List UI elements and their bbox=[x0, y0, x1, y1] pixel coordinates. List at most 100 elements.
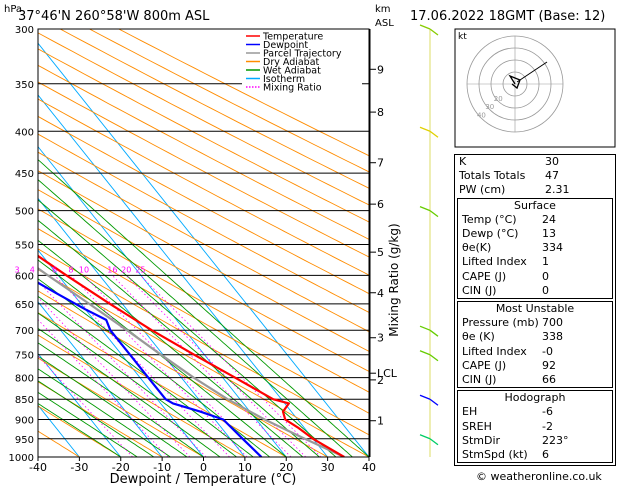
stat-row-totals: Totals Totals 47 bbox=[455, 169, 615, 183]
stat-row-pw: PW (cm) 2.31 bbox=[455, 183, 615, 197]
hodograph-ring-label: 40 bbox=[477, 112, 486, 120]
dewpoint-line bbox=[38, 281, 263, 457]
wind-barb bbox=[419, 325, 431, 331]
legend-label: Wet Adiabat bbox=[263, 66, 321, 77]
row-label: Lifted Index bbox=[462, 344, 527, 358]
stat-label: K bbox=[459, 155, 467, 168]
km-tick-label: 3 bbox=[377, 332, 384, 345]
wind-barb bbox=[429, 28, 439, 36]
temp-tick-label: -20 bbox=[112, 461, 130, 474]
wind-barb bbox=[419, 24, 431, 30]
legend-label: Dewpoint bbox=[263, 40, 308, 51]
km-tick-label: 6 bbox=[377, 198, 384, 211]
plot-border bbox=[37, 28, 370, 458]
hodograph-ring-label: 20 bbox=[494, 95, 503, 103]
dry-adiabat-line bbox=[118, 29, 369, 157]
wind-barb bbox=[429, 130, 439, 138]
wind-barb bbox=[419, 394, 431, 400]
row-label: θe(K) bbox=[462, 241, 492, 255]
isotherm-line bbox=[38, 94, 328, 457]
plot-area bbox=[38, 29, 369, 457]
mixing-ratio-label: 16 bbox=[107, 265, 117, 274]
row-value: 13 bbox=[542, 227, 556, 241]
datetime-title: 17.06.2022 18GMT (Base: 12) bbox=[410, 9, 605, 24]
parcel-trajectory-line bbox=[38, 267, 345, 457]
hodograph-box: Hodograph EH -6 SREH -2 StmDir 223° StmSpd … bbox=[457, 390, 613, 464]
wet-adiabat-line bbox=[38, 355, 188, 457]
isotherm-line bbox=[38, 301, 163, 457]
dry-adiabat-line bbox=[38, 405, 122, 457]
mixing-ratio-label: 3 bbox=[15, 265, 20, 274]
dry-adiabat-line bbox=[38, 357, 204, 457]
mu-row: Lifted Index -0 bbox=[458, 345, 612, 359]
pressure-tick-label: 450 bbox=[15, 169, 34, 180]
pressure-tick-label: 700 bbox=[15, 326, 34, 337]
stat-value: 2.31 bbox=[545, 183, 570, 197]
wet-adiabat-line bbox=[38, 312, 237, 457]
row-label: EH bbox=[462, 405, 478, 419]
pressure-tick-label: 350 bbox=[15, 80, 34, 91]
copyright-text: © weatheronline.co.uk bbox=[476, 470, 602, 483]
mixing-ratio-label: 6 bbox=[52, 265, 57, 274]
row-value: 0 bbox=[542, 269, 549, 283]
mixing-ratio-label: 20 bbox=[121, 265, 131, 274]
row-label: StmSpd (kt) bbox=[462, 448, 528, 462]
mixing-ratio-label: 4 bbox=[30, 265, 35, 274]
km-tick-label: 7 bbox=[377, 157, 384, 170]
x-axis-label: Dewpoint / Temperature (°C) bbox=[110, 472, 297, 486]
pressure-tick-label: 500 bbox=[15, 207, 34, 218]
wet-adiabat-line bbox=[38, 380, 155, 457]
dry-adiabat-line bbox=[89, 29, 369, 173]
stat-label: PW (cm) bbox=[459, 183, 506, 197]
isotherm-line bbox=[38, 249, 204, 457]
row-label: Temp (°C) bbox=[462, 212, 517, 226]
dry-adiabat-line bbox=[38, 98, 369, 276]
mixing-ratio-label: 10 bbox=[79, 265, 89, 274]
row-value: 92 bbox=[542, 358, 556, 372]
wind-barb bbox=[419, 126, 431, 132]
surface-row: CAPE (J) 0 bbox=[458, 270, 612, 284]
wind-barb bbox=[429, 438, 439, 446]
pressure-tick-label: 600 bbox=[15, 271, 34, 282]
dry-adiabat-line bbox=[38, 32, 369, 206]
hodo-row: StmSpd (kt) 6 bbox=[458, 448, 612, 462]
temp-tick-label: 20 bbox=[279, 461, 293, 474]
row-label: CAPE (J) bbox=[462, 269, 507, 283]
stat-label: Totals Totals bbox=[459, 169, 526, 183]
legend-label: Mixing Ratio bbox=[263, 83, 322, 94]
wind-barb bbox=[429, 210, 439, 218]
wind-barb bbox=[419, 434, 431, 440]
legend-label: Temperature bbox=[262, 32, 323, 43]
km-tick-label: 5 bbox=[377, 246, 384, 259]
wind-barb bbox=[419, 350, 431, 356]
pressure-tick-label: 900 bbox=[15, 416, 34, 427]
km-tick-label: LCL bbox=[377, 367, 398, 380]
row-label: θe (K) bbox=[462, 330, 495, 344]
km-tick-label: 9 bbox=[377, 63, 384, 76]
km-unit: km bbox=[375, 4, 391, 15]
hodo-row: StmDir 223° bbox=[458, 434, 612, 448]
temp-tick-label: 40 bbox=[362, 461, 376, 474]
temp-tick-label: 0 bbox=[200, 461, 207, 474]
mu-row: Pressure (mb) 700 bbox=[458, 316, 612, 330]
surface-row: θe(K) 334 bbox=[458, 241, 612, 255]
row-label: Pressure (mb) bbox=[462, 316, 539, 330]
row-value: -6 bbox=[542, 405, 553, 419]
location-title: 37°46'N 260°58'W 800m ASL bbox=[18, 9, 210, 24]
temp-tick-label: 30 bbox=[321, 461, 335, 474]
row-label: StmDir bbox=[462, 433, 501, 447]
plot-background bbox=[38, 29, 369, 457]
stat-value: 30 bbox=[545, 155, 559, 168]
surface-row: Lifted Index 1 bbox=[458, 255, 612, 269]
row-label: CIN (J) bbox=[462, 283, 497, 297]
legend-label: Dry Adiabat bbox=[263, 57, 320, 68]
storm-motion-vector bbox=[516, 61, 548, 83]
row-value: -0 bbox=[542, 344, 553, 358]
dry-adiabat-line bbox=[38, 334, 246, 457]
row-label: CIN (J) bbox=[462, 373, 497, 387]
isotherm-line bbox=[38, 145, 287, 457]
row-value: 223° bbox=[542, 433, 569, 447]
km-tick-label: 1 bbox=[377, 415, 384, 428]
